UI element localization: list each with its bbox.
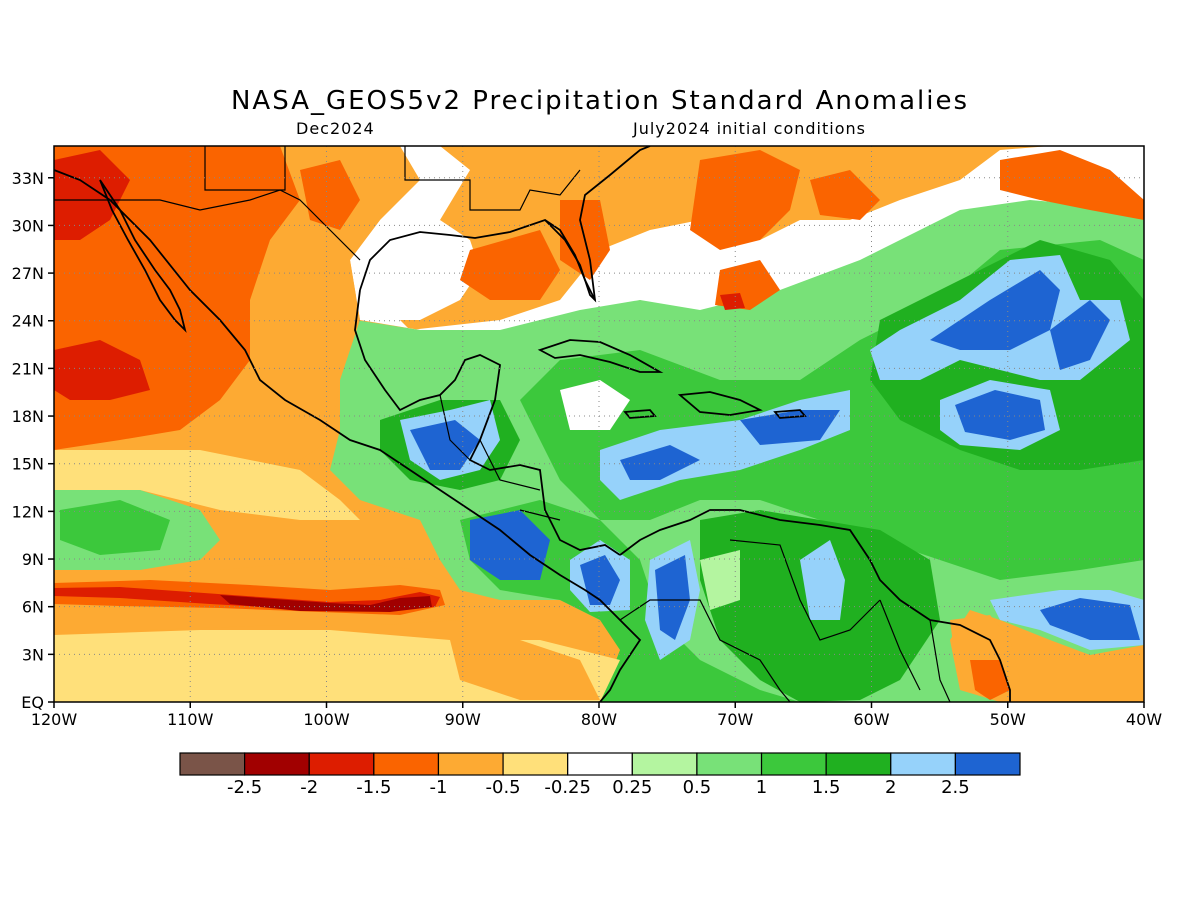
colorbar (179, 752, 1021, 776)
colorbar-swatch (825, 752, 892, 776)
lat-tick-label: 12N (12, 502, 44, 521)
colorbar-label: 2 (885, 777, 896, 798)
colorbar-swatch (760, 752, 827, 776)
colorbar-swatch (890, 752, 956, 776)
colorbar-swatch (696, 752, 763, 776)
anomaly-field (54, 146, 1144, 702)
lon-tick-label: 50W (990, 710, 1026, 729)
colorbar-swatch (308, 752, 375, 776)
colorbar-swatch (244, 752, 310, 776)
tick-marks (48, 177, 1145, 708)
lon-tick-label: 110W (167, 710, 214, 729)
lat-tick-label: 33N (12, 169, 44, 188)
longitude-labels: 120W 110W 100W 90W 80W 70W 60W 50W 40W (31, 710, 1162, 729)
colorbar-swatch (954, 752, 1021, 776)
lat-tick-label: 21N (12, 359, 44, 378)
colorbar-label: -0.5 (486, 777, 521, 798)
lat-tick-label: 24N (12, 312, 44, 331)
colorbar-swatch (179, 752, 246, 776)
lon-tick-label: 80W (581, 710, 617, 729)
colorbar-label: 1.5 (812, 777, 841, 798)
colorbar-swatch (567, 752, 633, 776)
colorbar-label: 2.5 (941, 777, 970, 798)
latitude-labels: EQ 3N 6N 9N 12N 15N 18N 21N 24N 27N 30N 33N (12, 169, 44, 712)
lon-tick-label: 40W (1126, 710, 1162, 729)
colorbar-label: 0.25 (612, 777, 652, 798)
colorbar-label: 0.5 (683, 777, 712, 798)
colorbar-label: -2 (300, 777, 318, 798)
lat-tick-label: 18N (12, 407, 44, 426)
lat-tick-label: 9N (22, 550, 44, 569)
forecast-month: Dec2024 (296, 119, 375, 138)
grid-lines (54, 146, 1144, 702)
lat-tick-label: EQ (21, 693, 44, 712)
lon-tick-label: 60W (853, 710, 889, 729)
colorbar-label: 1 (756, 777, 767, 798)
lat-tick-label: 3N (22, 645, 44, 664)
colorbar-swatch (631, 752, 698, 776)
colorbar-swatch (437, 752, 504, 776)
colorbar-label: -1.5 (356, 777, 391, 798)
lat-tick-label: 15N (12, 455, 44, 474)
lat-tick-label: 27N (12, 264, 44, 283)
lon-tick-label: 120W (31, 710, 78, 729)
coastlines (54, 146, 1011, 702)
lat-tick-label: 30N (12, 216, 44, 235)
lon-tick-label: 70W (717, 710, 753, 729)
colorbar-label: -0.25 (544, 777, 591, 798)
colorbar-swatch (502, 752, 569, 776)
colorbar-label: -2.5 (227, 777, 262, 798)
chart-title: NASA_GEOS5v2 Precipitation Standard Anom… (230, 86, 970, 116)
colorbar-label: -1 (429, 777, 447, 798)
lat-tick-label: 6N (22, 598, 44, 617)
initial-conditions: July2024 initial conditions (633, 119, 866, 138)
colorbar-swatch (373, 752, 440, 776)
colorbar-labels: -2.5 -2 -1.5 -1 -0.5 -0.25 0.25 0.5 1 1.5 2 2.5 (227, 777, 970, 798)
lon-tick-label: 90W (445, 710, 481, 729)
lon-tick-label: 100W (303, 710, 350, 729)
